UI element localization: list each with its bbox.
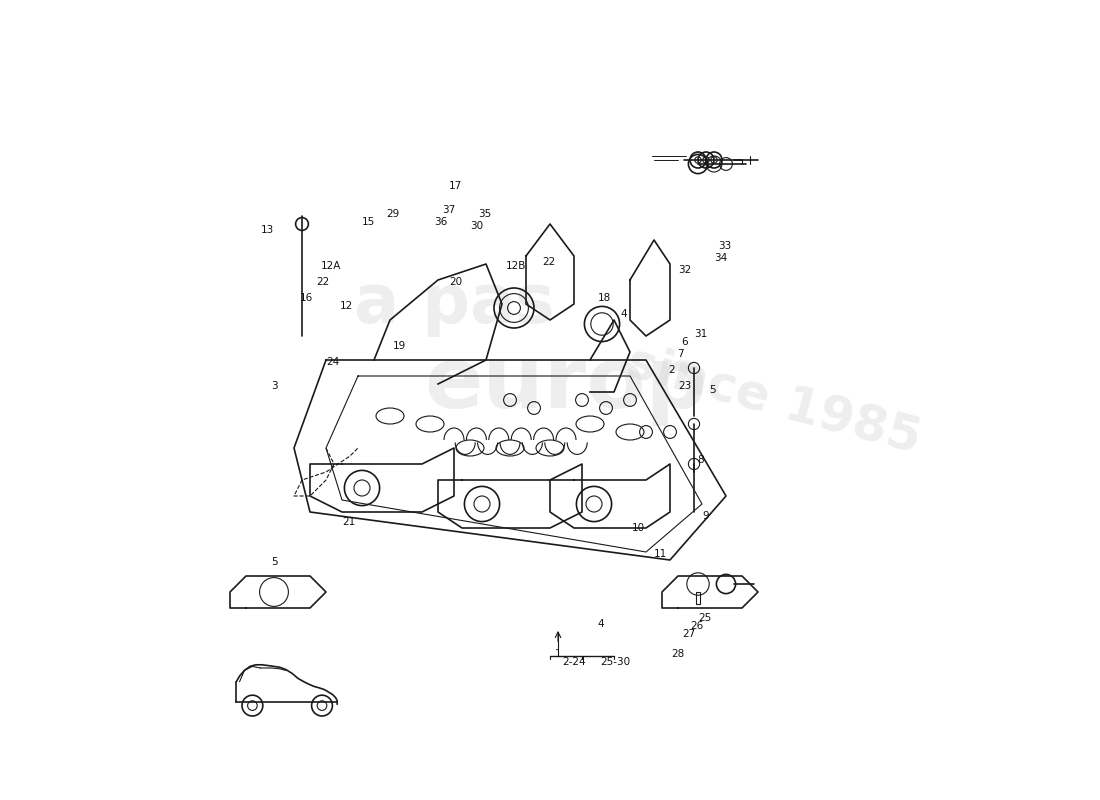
Text: since 1985: since 1985: [621, 338, 926, 462]
Text: 6: 6: [681, 337, 688, 346]
Text: 35: 35: [477, 209, 491, 218]
Text: 25-30: 25-30: [601, 658, 630, 667]
Text: 13: 13: [261, 225, 274, 234]
Text: 17: 17: [449, 181, 462, 190]
Text: 33: 33: [718, 241, 732, 250]
Text: a pas: a pas: [354, 271, 554, 337]
Text: 29: 29: [386, 209, 399, 218]
Text: 15: 15: [362, 217, 375, 226]
Text: 22: 22: [542, 257, 556, 266]
Text: 31: 31: [694, 329, 707, 338]
Text: 22: 22: [316, 277, 329, 286]
Text: 24: 24: [326, 357, 339, 366]
Text: 19: 19: [393, 341, 406, 350]
Text: 37: 37: [442, 205, 455, 214]
Text: 4: 4: [620, 309, 627, 318]
Text: 8: 8: [697, 455, 704, 465]
Text: 34: 34: [714, 253, 727, 262]
Text: 3: 3: [271, 381, 277, 390]
Text: 21: 21: [342, 517, 355, 526]
Text: 2-24: 2-24: [562, 658, 586, 667]
Text: 9: 9: [703, 511, 710, 521]
Text: 16: 16: [300, 293, 313, 302]
Text: 10: 10: [631, 523, 645, 533]
Text: 12A: 12A: [320, 261, 341, 270]
Text: 12B: 12B: [506, 261, 527, 270]
Text: europ: europ: [425, 342, 707, 426]
Text: 30: 30: [470, 221, 483, 230]
Text: 1: 1: [554, 649, 561, 658]
Text: 2: 2: [669, 365, 675, 374]
Text: 5: 5: [271, 557, 277, 566]
Text: 26: 26: [691, 621, 704, 630]
Text: 28: 28: [671, 649, 684, 658]
Text: 20: 20: [449, 277, 462, 286]
Text: 25: 25: [697, 613, 711, 622]
Text: 23: 23: [678, 381, 691, 390]
Text: 11: 11: [653, 549, 667, 558]
Bar: [695, 592, 701, 604]
Text: 18: 18: [597, 293, 611, 302]
Text: 12: 12: [340, 301, 353, 310]
Text: 32: 32: [678, 265, 691, 274]
Text: 27: 27: [682, 629, 695, 638]
Text: 4: 4: [597, 619, 604, 629]
Text: 5: 5: [710, 385, 716, 394]
Text: 36: 36: [433, 217, 447, 226]
Text: 7: 7: [678, 349, 684, 358]
